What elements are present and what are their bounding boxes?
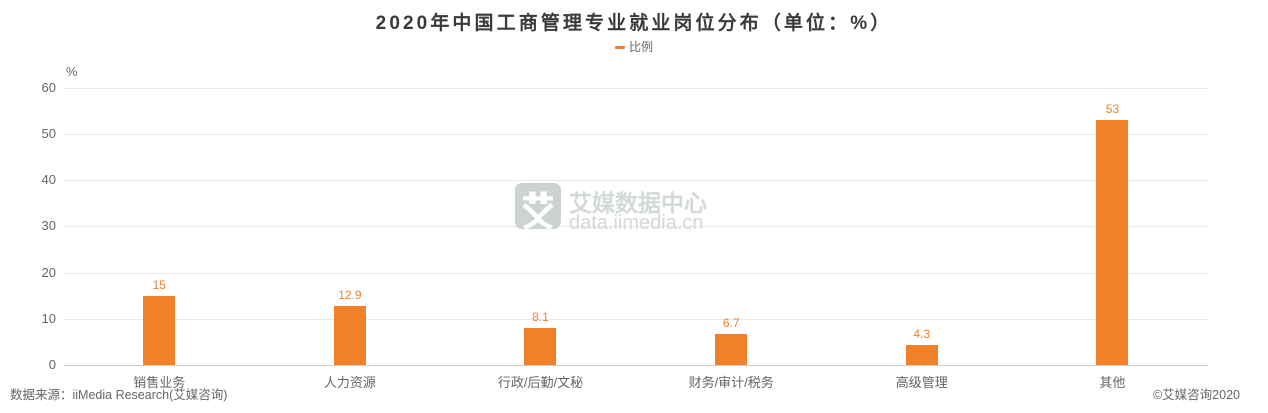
svg-text:data.iimedia.cn: data.iimedia.cn: [569, 212, 704, 233]
